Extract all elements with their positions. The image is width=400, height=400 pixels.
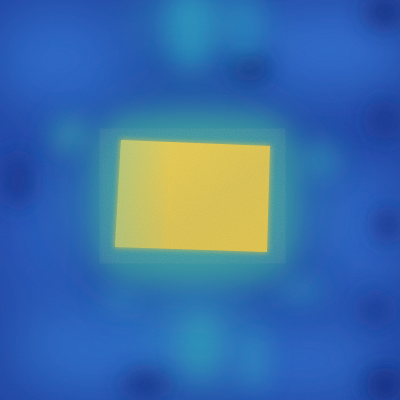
heatmap-svg <box>0 0 400 400</box>
heatmap-image <box>0 0 400 400</box>
film-grain <box>0 0 400 400</box>
